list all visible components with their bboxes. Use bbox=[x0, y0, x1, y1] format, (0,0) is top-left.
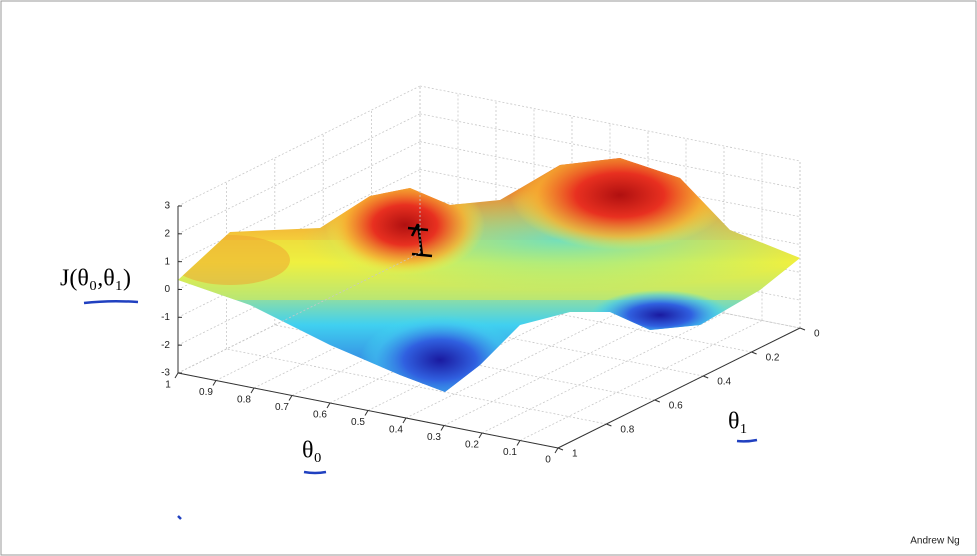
grid-line bbox=[481, 312, 725, 434]
grid-line bbox=[519, 320, 763, 441]
x-tick bbox=[364, 410, 369, 416]
x-tick bbox=[250, 387, 255, 394]
x-tick-label: 0.6 bbox=[313, 410, 327, 421]
x-tick-label: 0.9 bbox=[199, 387, 213, 398]
surface bbox=[178, 158, 800, 392]
grid-line bbox=[323, 300, 704, 377]
y-tick-label: 0 bbox=[814, 329, 820, 340]
x-tick bbox=[516, 440, 521, 446]
y-tick bbox=[799, 327, 806, 331]
grid-line bbox=[177, 113, 421, 235]
x-tick bbox=[288, 395, 293, 401]
x-tick-label: 0.8 bbox=[237, 395, 251, 406]
y-tick bbox=[703, 375, 709, 379]
y-axis bbox=[557, 327, 801, 449]
x-tick bbox=[554, 447, 559, 454]
grid-line bbox=[405, 297, 649, 419]
z-tick-label: -2 bbox=[161, 340, 170, 351]
x-axis bbox=[177, 372, 559, 449]
y-tick bbox=[606, 423, 612, 427]
y-tick-label: 0.6 bbox=[669, 401, 683, 412]
x-tick bbox=[212, 380, 217, 386]
y-tick-label: 0.4 bbox=[717, 377, 731, 388]
axes: 3210-1-2-310.90.80.70.60.50.40.30.20.101… bbox=[161, 86, 820, 466]
y-axis-label: θ₁ bbox=[728, 409, 748, 435]
x-axis-label: θ₀ bbox=[302, 438, 322, 464]
grid-line bbox=[177, 85, 421, 207]
y-tick-label: 0.8 bbox=[620, 425, 634, 436]
pen-underlines bbox=[83, 299, 758, 520]
y-tick bbox=[654, 399, 660, 403]
y-tick-label: 0.2 bbox=[766, 353, 780, 364]
x-tick-label: 0.5 bbox=[351, 417, 365, 428]
x-tick-label: 0.3 bbox=[427, 432, 441, 443]
x-tick-label: 1 bbox=[165, 380, 171, 391]
credit: Andrew Ng bbox=[910, 536, 959, 547]
grid-line bbox=[226, 348, 607, 425]
x-tick bbox=[326, 402, 331, 409]
grid-line bbox=[177, 141, 421, 263]
x-tick-label: 0.7 bbox=[275, 402, 289, 413]
y-tick bbox=[557, 447, 564, 451]
y-tick bbox=[751, 351, 757, 355]
x-tick bbox=[174, 372, 179, 379]
z-tick-label: 0 bbox=[164, 284, 170, 295]
z-axis-label: J(θ₀,θ₁) bbox=[60, 266, 131, 292]
x-tick bbox=[478, 432, 483, 439]
z-tick-label: 2 bbox=[164, 228, 170, 239]
x-tick bbox=[402, 417, 407, 424]
x-tick-label: 0.4 bbox=[389, 425, 403, 436]
x-tick bbox=[440, 425, 445, 431]
z-tick-label: 3 bbox=[164, 201, 170, 212]
y-tick-label: 1 bbox=[572, 449, 578, 460]
x-tick-label: 0.2 bbox=[465, 440, 479, 451]
grid-line bbox=[419, 113, 801, 190]
x-tick-label: 0.1 bbox=[503, 447, 517, 458]
grid-line bbox=[419, 85, 801, 162]
x-tick-label: 0 bbox=[545, 455, 551, 466]
z-tick-label: 1 bbox=[164, 256, 170, 267]
z-tick-label: -1 bbox=[161, 312, 170, 323]
grid-line bbox=[371, 276, 752, 353]
axis-line bbox=[177, 252, 421, 374]
z-tick-label: -3 bbox=[161, 368, 170, 379]
